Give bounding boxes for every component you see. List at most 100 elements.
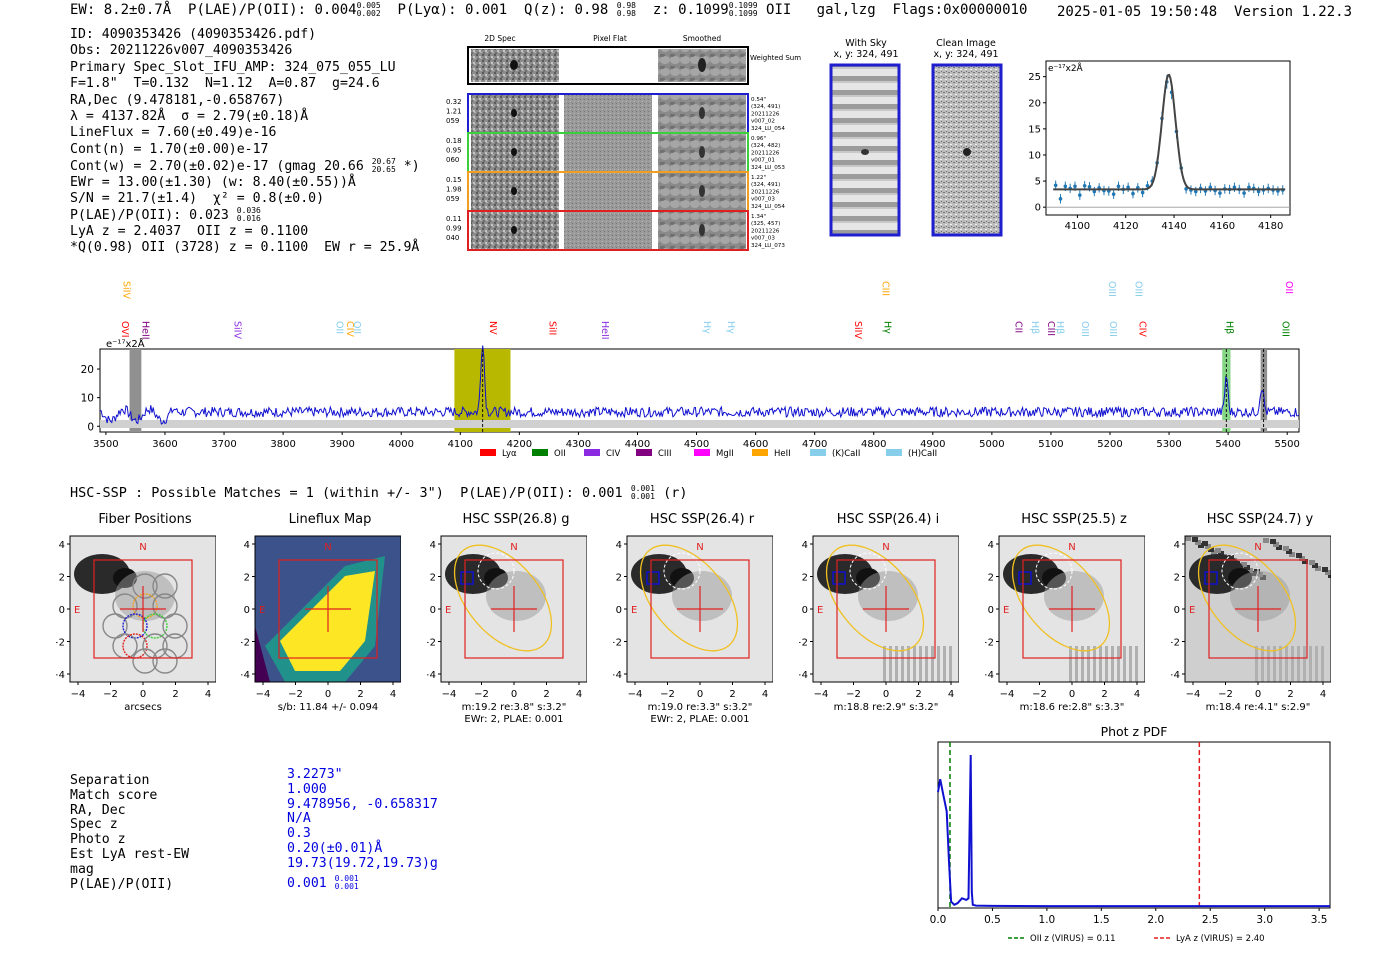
cutout-right-label: (325, 457)	[751, 221, 780, 227]
spec-legend-swatch	[752, 449, 768, 456]
photz-pdf-plot: Phot z PDF 0.0 0.5 1.0 1.5 2.0 2.5 3.0 3.5 OII …	[930, 724, 1331, 944]
panel-xtick-label: 4	[1320, 689, 1326, 700]
spec-line-label: OIII	[1279, 321, 1290, 337]
classification: gal,lzg	[816, 2, 876, 18]
panel-title: HSC SSP(26.4) i	[836, 512, 940, 527]
counterpart-box	[1018, 571, 1032, 585]
hsc-panel: N E 4 2 0 −2 −4 −4 −2 0 2 4 m:19.0 re:3.3" s:3.2"EWr…	[613, 535, 773, 725]
spec-xtick-label: 4100	[448, 439, 473, 450]
info-sn: S/N = 21.7(±1.4) χ² = 0.8(±0.0)	[70, 190, 325, 206]
header-right: 2025-01-05 19:50:48 Version 1.22.3	[1057, 4, 1352, 20]
counterpart-box	[1204, 571, 1218, 585]
fit-point	[1087, 185, 1092, 189]
panel-xtick-label: 2	[543, 689, 549, 700]
hsc-image-noise	[1195, 540, 1201, 545]
hsc-image-noise	[1286, 549, 1292, 554]
panel-title: Lineflux Map	[288, 512, 372, 527]
spec-ytick-label: 20	[81, 364, 94, 376]
panel-ytick-label: −2	[56, 638, 65, 649]
panel-xtick-label: −2	[846, 689, 861, 700]
fit-point	[1218, 191, 1222, 195]
spec-legend-label: CIII	[658, 449, 671, 459]
summary-label: RA, Dec	[70, 802, 126, 818]
hsc-image-noise	[1322, 567, 1328, 572]
spec-xtick-label: 4400	[625, 439, 650, 450]
panel-xtick-label: 0	[1255, 689, 1261, 700]
match-circle	[663, 552, 701, 590]
panel-xtick-label: −4	[1000, 689, 1015, 700]
spec-legend-label: CIV	[606, 449, 620, 459]
hsc-image-artifact	[1285, 646, 1288, 682]
hsc-image-noise	[1208, 547, 1214, 552]
spec-error-band	[100, 420, 1299, 428]
info-lineflux: LineFlux = 7.60(±0.49)e-16	[70, 125, 277, 141]
cutout-right-label: v007_03	[751, 236, 775, 242]
panel-ytick-label: −2	[985, 638, 994, 649]
spec-line-label: Hβ	[1223, 321, 1234, 334]
north-label: N	[696, 542, 703, 553]
spec-line-label: OII	[351, 321, 362, 334]
summary-label: Match score	[70, 787, 158, 803]
hsc-image-noise	[1185, 536, 1191, 541]
fiber-circle	[132, 573, 158, 599]
fiber-circle	[132, 593, 158, 619]
spectrum-trace	[99, 345, 1300, 425]
info-params: F=1.8" T=0.132 N=1.12 A=0.87 g=24.6	[70, 76, 380, 92]
panel-ytick-label: −4	[985, 670, 994, 681]
panel-ytick-label: 0	[802, 605, 808, 616]
cutout-right-label: (324, 491)	[751, 104, 780, 110]
panel-xtick-label: −4	[628, 689, 643, 700]
hsc-image-artifact	[1255, 646, 1258, 682]
spec-legend-swatch	[480, 449, 496, 456]
cutout-right-label: 0.54"	[751, 97, 766, 103]
panel-xtick-label: −2	[288, 689, 303, 700]
summary-value: 0.20(±0.01)Å	[287, 840, 383, 856]
fit-xtick-label: 4160	[1210, 221, 1235, 232]
panel-foot2: EWr: 2, PLAE: 0.001	[650, 714, 749, 725]
fit-point	[1078, 193, 1082, 197]
cutout-left-label: 0.15	[446, 176, 462, 184]
spec-line-label: OII	[1283, 281, 1294, 294]
spec-xtick-label: 5400	[1215, 439, 1240, 450]
hsc-image-artifact	[1129, 646, 1132, 682]
line-fit-plot: e⁻¹⁷x2Å 0 5 10 15 20 25 4100 4120 4140 4160 4180	[1028, 60, 1291, 232]
spec-xtick-label: 4000	[389, 439, 414, 450]
search-box	[650, 559, 750, 659]
spec-xtick-label: 5300	[1156, 439, 1181, 450]
panel-xtick-label: −4	[256, 689, 271, 700]
hsc-image-artifact	[1267, 646, 1270, 682]
spec-xtick-label: 5100	[1038, 439, 1063, 450]
z-line: OII	[766, 2, 792, 18]
ew-value: EW: 8.2±0.7Å	[70, 2, 172, 18]
plae-header-frac: 0.005 0.002	[356, 1, 381, 18]
z-frac: 0.1099 0.1099	[728, 1, 758, 18]
cutout-left-label: 0.32	[446, 98, 462, 106]
spec-line-label: HeII	[140, 321, 151, 340]
hsc-panel: N E 4 2 0 −2 −4 −4 −2 0 2 4 arcsecs	[56, 535, 216, 713]
hsc-image-artifact	[1297, 646, 1300, 682]
hsc-image-artifact	[1105, 646, 1108, 682]
panel-ytick-label: 2	[59, 573, 65, 584]
spec-line-label: OIII	[1079, 321, 1090, 337]
panel-ytick-label: −2	[427, 638, 436, 649]
panel-ytick-label: 4	[988, 540, 994, 551]
panel-xtick-label: 4	[390, 689, 396, 700]
summary-value: N/A	[287, 811, 311, 827]
hsc-image-artifact	[1273, 646, 1276, 682]
flags: Flags:0x00000010	[892, 2, 1028, 18]
fit-point	[1058, 197, 1063, 201]
z-value: z: 0.1099	[652, 2, 729, 18]
spec-xtick-label: 4600	[743, 439, 768, 450]
fiber-circle	[162, 613, 188, 639]
spec-masked-band	[129, 349, 142, 432]
panel-title: HSC SSP(25.5) z	[1021, 512, 1127, 527]
hsc-panel: N E 4 2 0 −2 −4 −4 −2 0 2 4 s/b: 11.84 +/- 0.094	[241, 535, 401, 713]
spec-line-label: CIV	[344, 321, 355, 337]
clean-image-title: Clean Image x, y: 324, 491	[933, 38, 999, 60]
hsc-image-noise	[1302, 559, 1308, 564]
cutout-right-label: 324_LU_073	[751, 243, 785, 249]
hsc-panel: N E 4 2 0 −2 −4 −4 −2 0 2 4 m:18.4 re:4.1" s:2.9"	[1171, 535, 1331, 713]
panel-ytick-label: 2	[802, 573, 808, 584]
hsc-image-noise	[1309, 560, 1315, 565]
